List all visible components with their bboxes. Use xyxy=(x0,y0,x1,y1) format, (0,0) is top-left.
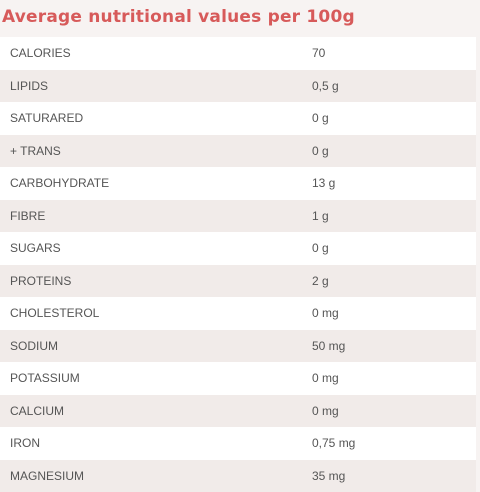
table-row: CHOLESTEROL 0 mg xyxy=(0,297,476,330)
table-row: CALCIUM 0 mg xyxy=(0,394,476,427)
table-row: CARBOHYDRATE 13 g xyxy=(0,167,476,200)
nutrient-name: CALCIUM xyxy=(10,403,65,418)
table-row: POTASSIUM 0 mg xyxy=(0,362,476,395)
nutrient-name: FIBRE xyxy=(10,208,46,223)
nutrient-name: + TRANS xyxy=(10,143,61,158)
nutrient-value: 0 g xyxy=(312,241,329,256)
page-title: Average nutritional values per 100g xyxy=(2,7,355,27)
nutrient-name: POTASSIUM xyxy=(10,371,80,386)
nutrient-value: 2 g xyxy=(312,273,329,288)
table-row: IRON 0,75 mg xyxy=(0,427,476,460)
nutrient-value: 0,75 mg xyxy=(312,436,356,451)
table-row: SUGARS 0 g xyxy=(0,232,476,265)
nutrient-name: SATURARED xyxy=(10,111,84,126)
nutrient-value: 13 g xyxy=(312,176,336,191)
nutrient-value: 0 g xyxy=(312,143,329,158)
nutrient-name: PROTEINS xyxy=(10,273,72,288)
nutrient-value: 1 g xyxy=(312,208,329,223)
nutrient-name: LIPIDS xyxy=(10,78,49,93)
nutrient-name: IRON xyxy=(10,436,40,451)
nutrient-value: 50 mg xyxy=(312,338,346,353)
nutrient-name: CALORIES xyxy=(10,46,71,61)
nutrient-name: CARBOHYDRATE xyxy=(10,176,110,191)
nutrient-value: 35 mg xyxy=(312,468,346,483)
nutrition-table: CALORIES 70 LIPIDS 0,5 g SATURARED 0 g +… xyxy=(0,37,476,492)
table-row: CALORIES 70 xyxy=(0,37,476,70)
nutrient-name: MAGNESIUM xyxy=(10,468,85,483)
table-row: SATURARED 0 g xyxy=(0,102,476,135)
nutrient-value: 70 xyxy=(312,46,326,61)
nutrient-value: 0 mg xyxy=(312,371,339,386)
table-row: FIBRE 1 g xyxy=(0,199,476,232)
table-row: + TRANS 0 g xyxy=(0,134,476,167)
table-row: PROTEINS 2 g xyxy=(0,264,476,297)
nutrient-name: CHOLESTEROL xyxy=(10,306,100,321)
table-row: LIPIDS 0,5 g xyxy=(0,69,476,102)
nutrient-value: 0 mg xyxy=(312,403,339,418)
table-row: SODIUM 50 mg xyxy=(0,329,476,362)
nutrient-name: SODIUM xyxy=(10,338,58,353)
nutrient-value: 0 mg xyxy=(312,306,339,321)
table-row: MAGNESIUM 35 mg xyxy=(0,459,476,492)
nutrient-name: SUGARS xyxy=(10,241,61,256)
nutrient-value: 0 g xyxy=(312,111,329,126)
nutrient-value: 0,5 g xyxy=(312,78,339,93)
